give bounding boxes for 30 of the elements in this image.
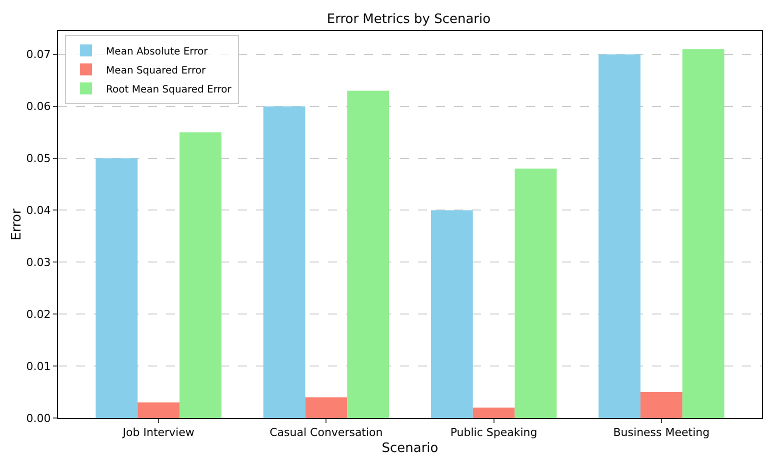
y-tick-label: 0.02 — [26, 308, 51, 321]
y-tick-label: 0.00 — [26, 412, 51, 425]
y-tick-label: 0.05 — [26, 152, 51, 166]
x-axis-title: Scenario — [382, 440, 438, 456]
bar — [347, 90, 390, 418]
legend-label: Mean Squared Error — [106, 65, 206, 76]
bar — [598, 54, 640, 418]
y-tick-label: 0.06 — [26, 100, 51, 114]
x-tick-label: Public Speaking — [450, 426, 538, 440]
bar — [180, 132, 222, 418]
bar — [138, 402, 180, 418]
y-tick-label: 0.04 — [26, 204, 51, 218]
bar — [305, 397, 348, 418]
bar — [430, 210, 473, 418]
bar — [96, 158, 138, 418]
y-tick-label: 0.03 — [26, 256, 51, 270]
bar — [514, 168, 557, 418]
x-tick-label: Casual Conversation — [270, 426, 383, 440]
y-tick-label: 0.01 — [26, 360, 51, 373]
legend-label: Mean Absolute Error — [106, 46, 209, 58]
chart-title: Error Metrics by Scenario — [326, 12, 491, 27]
legend-label: Root Mean Squared Error — [106, 84, 232, 96]
x-tick-label: Job Interview — [122, 426, 194, 440]
bar — [640, 392, 682, 418]
bar — [263, 106, 306, 418]
y-tick-label: 0.07 — [26, 48, 51, 62]
bar — [682, 49, 724, 418]
y-axis-title: Error — [9, 208, 24, 240]
bar — [472, 408, 515, 418]
x-tick-label: Business Meeting — [613, 426, 710, 440]
